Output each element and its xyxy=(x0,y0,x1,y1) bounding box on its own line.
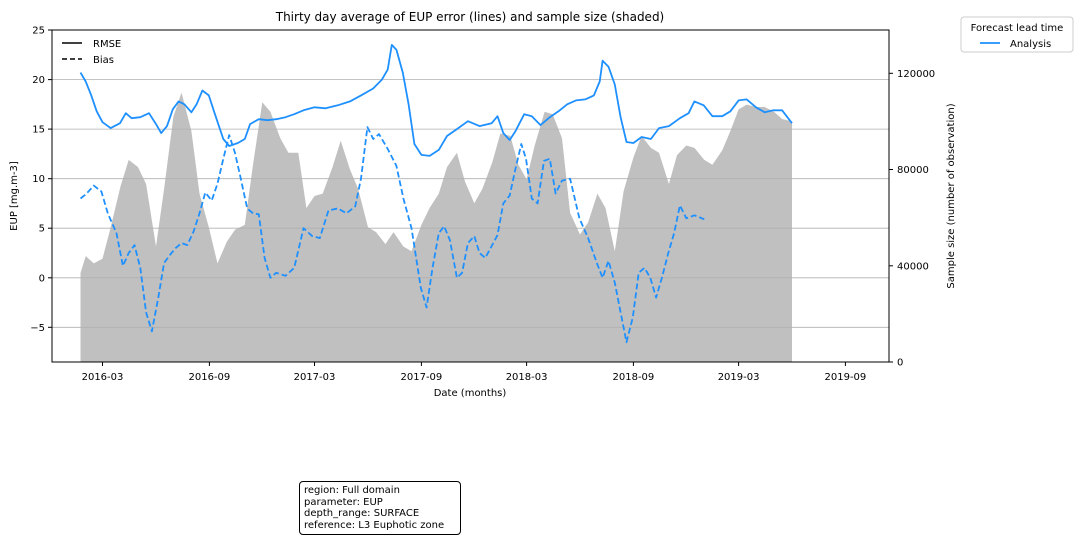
series-lines xyxy=(79,44,793,344)
info-reference: reference: L3 Euphotic zone xyxy=(304,519,445,531)
y2-tick-label: 40000 xyxy=(897,261,929,272)
chart-title: Thirty day average of EUP error (lines) … xyxy=(275,10,665,24)
y-tick-label: 25 xyxy=(32,26,45,37)
metadata-box: region: Full domain parameter: EUP depth… xyxy=(299,481,461,535)
x-tick-label: 2018-09 xyxy=(613,372,655,383)
lead-time-legend: Forecast lead time Analysis xyxy=(960,16,1074,53)
info-parameter: parameter: EUP xyxy=(304,496,383,508)
gridlines xyxy=(52,79,889,328)
y-axis-label: EUP [mg.m-3] xyxy=(9,161,20,231)
y2-tick-label: 120000 xyxy=(897,69,935,80)
y2-axis-label: Sample size (number of observation) xyxy=(946,103,957,288)
lead-time-legend-title: Forecast lead time xyxy=(971,23,1064,34)
y-axis-ticks: −5 0 5 10 15 20 25 xyxy=(30,26,52,334)
y-tick-label: 5 xyxy=(39,224,45,235)
x-tick-label: 2018-03 xyxy=(506,372,548,383)
legend-bias-label: Bias xyxy=(93,55,114,66)
series-line-bias xyxy=(79,126,705,344)
y2-axis-ticks: 0 40000 80000 120000 xyxy=(889,69,935,369)
info-region: region: Full domain xyxy=(304,485,400,496)
style-legend: RMSE Bias xyxy=(62,39,121,66)
y2-tick-label: 80000 xyxy=(897,165,929,176)
y-tick-label: 20 xyxy=(32,75,45,86)
x-axis-ticks: 2016-03 2016-09 2017-03 2017-09 2018-03 2018-… xyxy=(82,362,867,383)
series-line-rmse xyxy=(79,44,793,157)
legend-rmse-label: RMSE xyxy=(93,39,121,50)
x-tick-label: 2019-09 xyxy=(825,372,867,383)
x-tick-label: 2017-09 xyxy=(401,372,443,383)
y2-tick-label: 0 xyxy=(897,358,903,369)
x-tick-label: 2016-03 xyxy=(82,372,124,383)
sample-size-shading xyxy=(80,92,792,362)
sample-size-area xyxy=(80,92,792,362)
plot-frame xyxy=(51,29,890,363)
y-tick-label: −5 xyxy=(30,323,45,334)
x-tick-label: 2019-03 xyxy=(718,372,760,383)
y-tick-label: 15 xyxy=(32,125,45,136)
y-tick-label: 0 xyxy=(39,273,45,284)
legend-analysis-label: Analysis xyxy=(1010,39,1051,50)
x-axis-label: Date (months) xyxy=(434,388,507,399)
x-tick-label: 2016-09 xyxy=(189,372,231,383)
y-tick-label: 10 xyxy=(32,174,45,185)
info-depth-range: depth_range: SURFACE xyxy=(304,508,420,519)
x-tick-label: 2017-03 xyxy=(294,372,336,383)
